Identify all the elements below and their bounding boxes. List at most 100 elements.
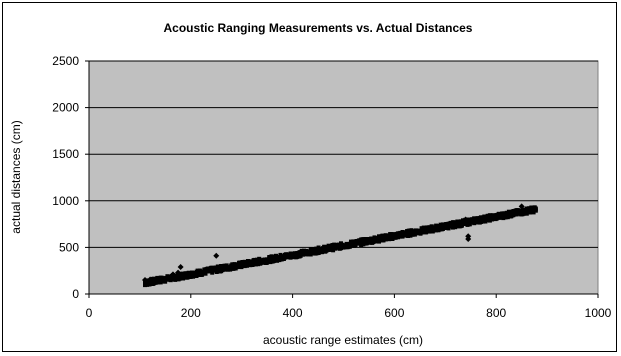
data-point [192, 269, 199, 276]
data-point [147, 276, 154, 283]
data-point [228, 267, 233, 272]
data-point [248, 259, 255, 266]
data-point [213, 252, 220, 259]
data-point [319, 250, 324, 255]
data-point [268, 260, 273, 265]
data-point [350, 240, 357, 247]
data-point [203, 271, 208, 276]
data-point [421, 226, 428, 233]
data-point [429, 224, 434, 229]
data-point [381, 235, 388, 242]
data-point [299, 249, 306, 256]
data-point [177, 276, 182, 281]
y-axis-label: actual distances (cm) [9, 120, 23, 233]
data-point [391, 233, 398, 240]
y-tick-label: 2500 [52, 54, 79, 68]
data-point [493, 213, 500, 220]
data-point [335, 245, 340, 250]
data-point [437, 227, 442, 232]
chart-title: Acoustic Ranging Measurements vs. Actual… [164, 21, 473, 35]
data-point [513, 209, 520, 216]
data-point [466, 218, 471, 223]
data-point [279, 253, 286, 260]
data-point [387, 236, 392, 241]
y-tick-label: 0 [72, 287, 79, 301]
data-point [450, 225, 455, 230]
data-point [483, 215, 490, 222]
data-point [339, 241, 343, 246]
data-point [197, 268, 204, 275]
y-tick-label: 500 [59, 240, 79, 254]
data-point [503, 211, 510, 218]
data-point [360, 238, 367, 245]
x-tick-label: 400 [283, 306, 303, 320]
data-point [169, 271, 176, 278]
data-point [500, 211, 505, 216]
data-point [518, 203, 525, 210]
data-point [175, 269, 182, 276]
data-point [298, 253, 303, 258]
data-point [141, 277, 148, 284]
data-point [482, 214, 487, 219]
grid-lines [89, 60, 598, 248]
data-point [487, 218, 492, 223]
data-point [177, 263, 184, 270]
data-point [255, 257, 259, 262]
data-point [182, 272, 189, 279]
x-tick-label: 0 [86, 306, 93, 320]
data-point [157, 276, 164, 283]
data-point [228, 263, 235, 270]
data-point [344, 241, 349, 246]
data-point [501, 215, 506, 220]
data-point [455, 219, 460, 224]
data-point [200, 272, 205, 277]
data-point [401, 230, 408, 237]
data-point [269, 255, 276, 262]
data-point [424, 230, 429, 235]
y-tick-label: 2000 [52, 101, 79, 115]
x-tick-label: 600 [384, 306, 404, 320]
data-point [472, 217, 479, 224]
data-point [340, 242, 347, 249]
data-point [531, 206, 538, 213]
data-point [330, 243, 337, 250]
data-point [462, 216, 469, 223]
data-point [373, 236, 378, 240]
data-point [238, 261, 245, 268]
x-tick-label: 800 [486, 306, 506, 320]
data-point [152, 277, 159, 284]
data-points [141, 203, 538, 284]
y-tick-label: 1500 [52, 147, 79, 161]
data-point [187, 270, 194, 277]
plot-area [88, 60, 599, 295]
data-point [309, 248, 316, 255]
data-point [411, 229, 418, 236]
data-point [467, 221, 472, 226]
y-tick-labels: 0 500 1000 1500 2000 2500 [52, 54, 79, 301]
axes [85, 60, 599, 298]
data-point [218, 264, 225, 271]
data-point [278, 252, 283, 257]
data-point [155, 275, 160, 280]
data-point [432, 225, 439, 232]
data-point [320, 246, 327, 253]
data-point [465, 236, 472, 243]
data-point [167, 275, 174, 282]
data-point [506, 209, 511, 214]
data-point [364, 241, 369, 246]
data-point [371, 236, 378, 243]
data-point [523, 208, 530, 215]
data-point [531, 210, 536, 215]
x-tick-label: 1000 [585, 306, 612, 320]
x-tick-labels: 0 200 400 600 800 1000 [86, 306, 612, 320]
data-point [162, 276, 169, 283]
data-point [511, 213, 516, 218]
data-point [442, 223, 449, 230]
data-point [208, 266, 215, 273]
data-point [452, 222, 459, 229]
data-point [427, 225, 432, 230]
data-point [239, 264, 244, 269]
data-point [475, 216, 480, 221]
y-tick-label: 1000 [52, 194, 79, 208]
